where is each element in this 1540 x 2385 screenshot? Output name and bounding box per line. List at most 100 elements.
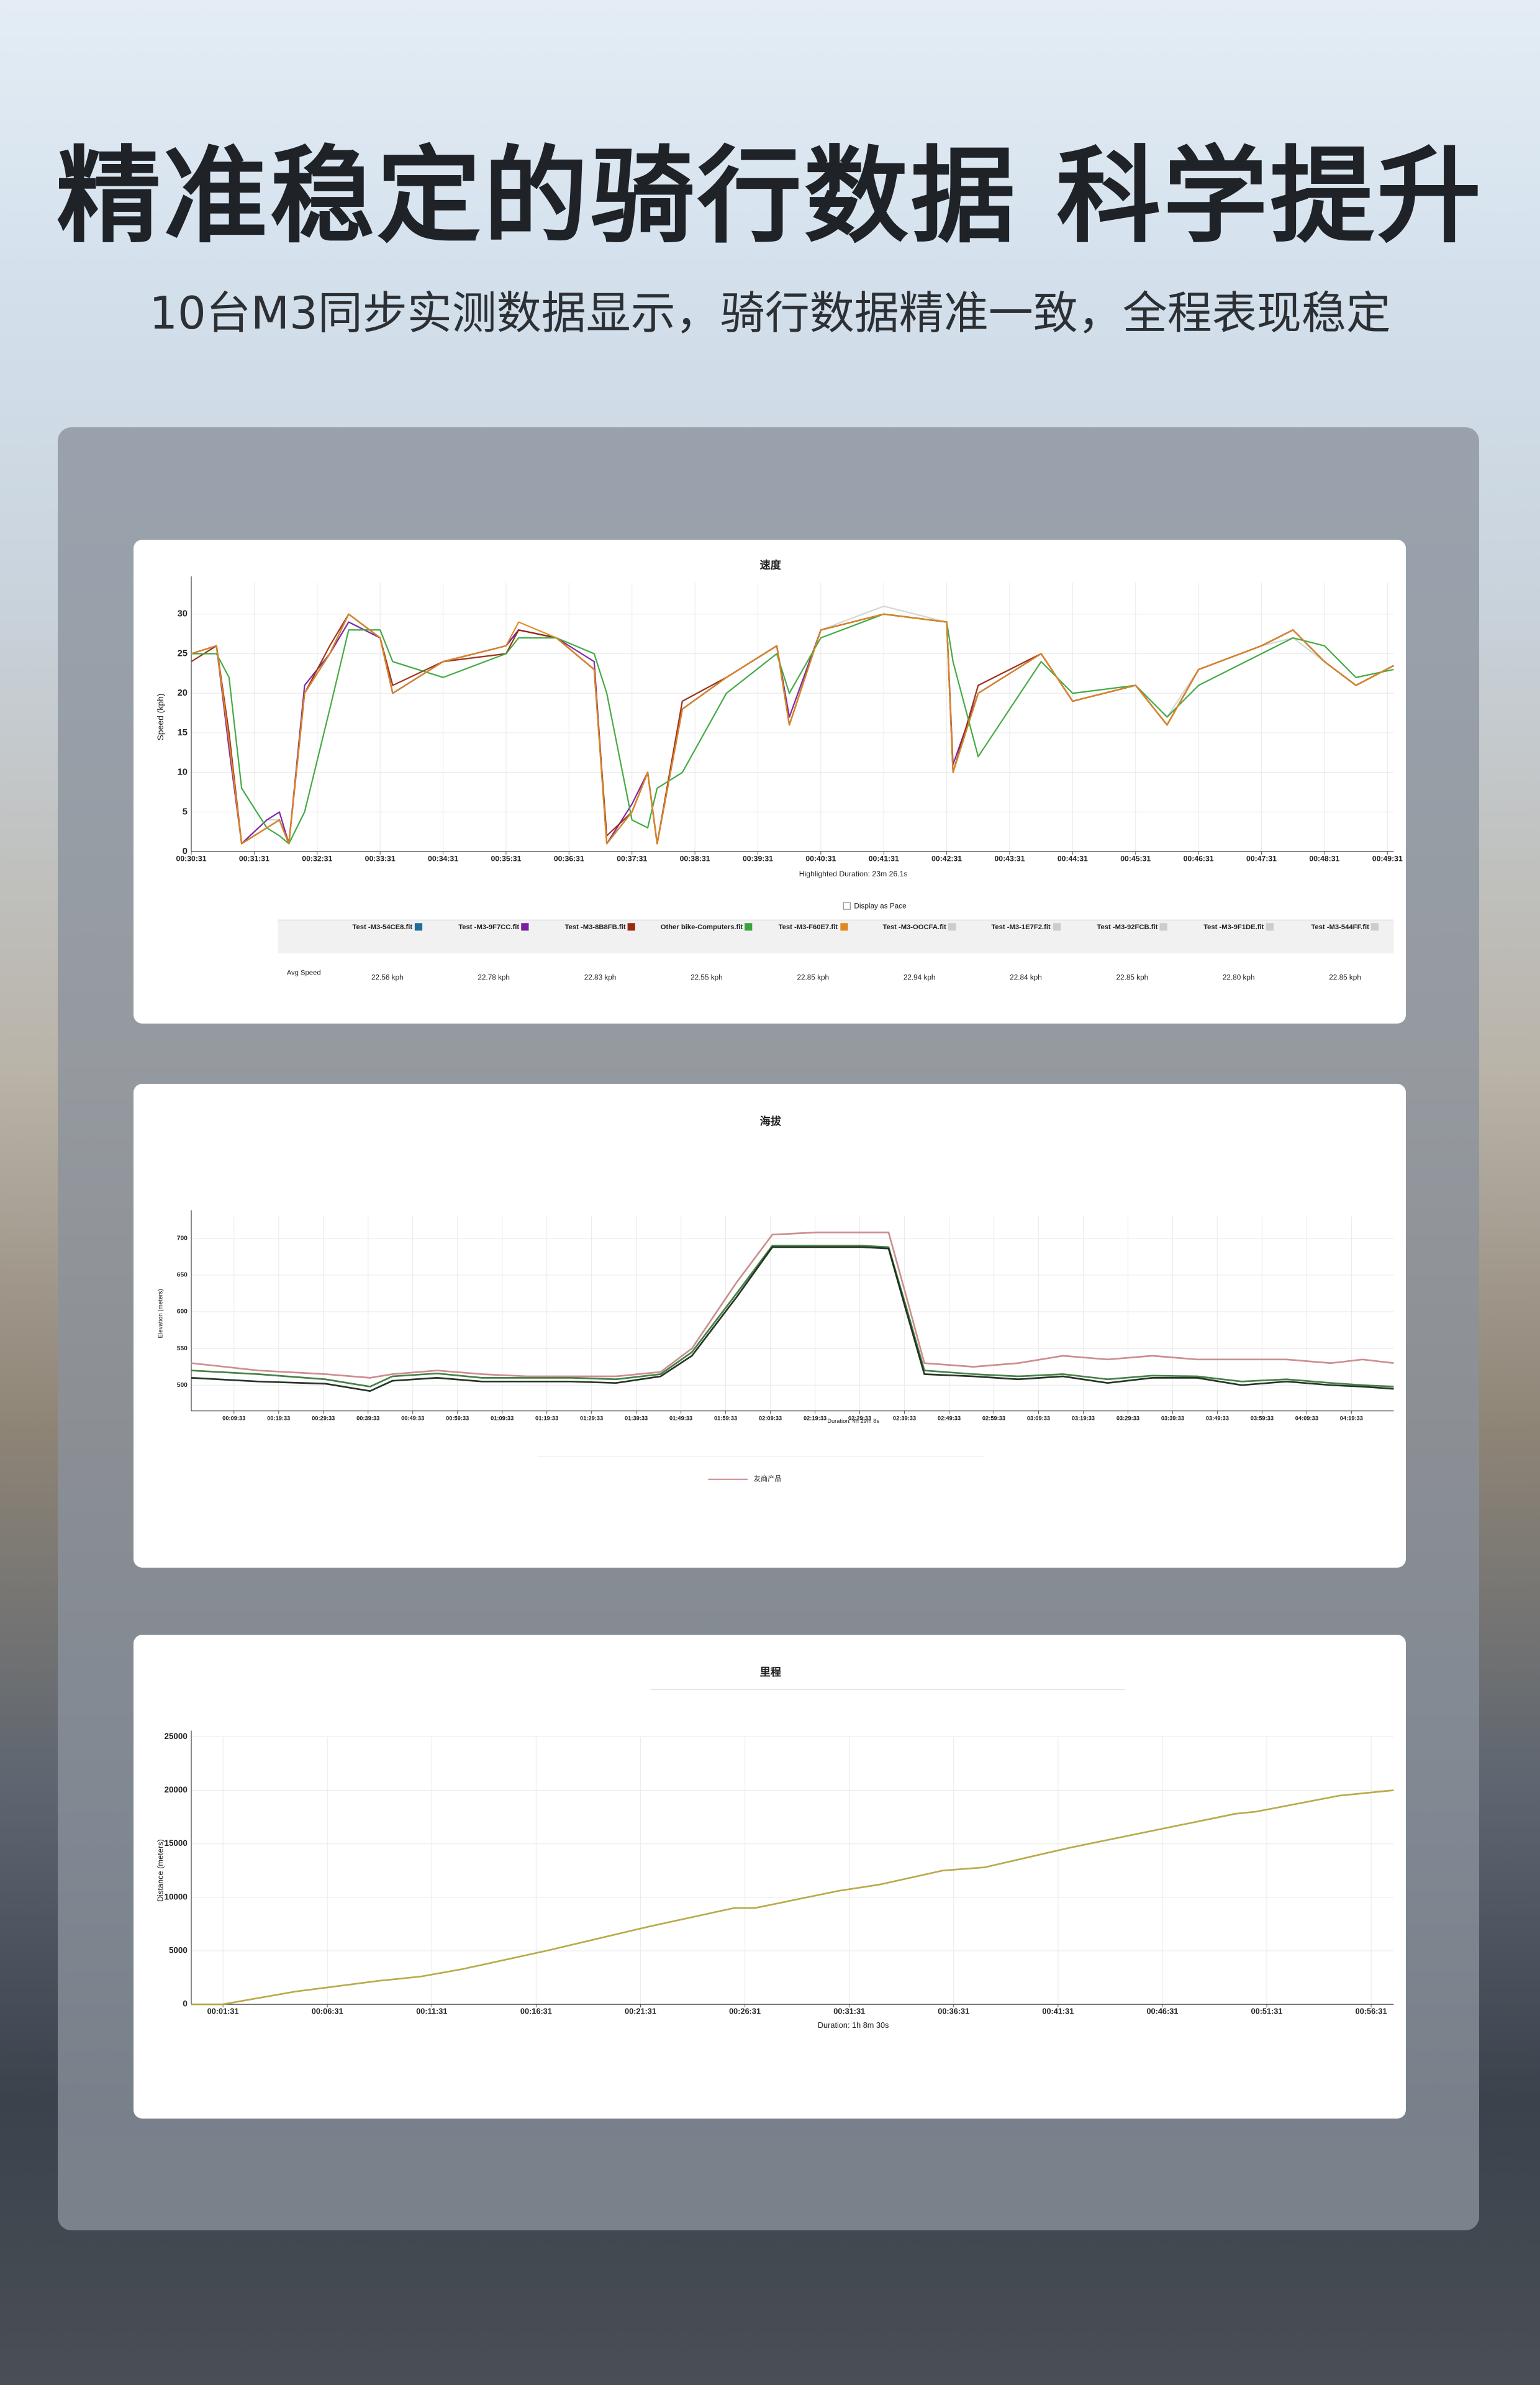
y-axis-label: Elevation (meters) — [158, 1289, 165, 1338]
x-tick-label: 03:59:33 — [1251, 1415, 1274, 1421]
x-tick-label: 00:29:33 — [312, 1415, 335, 1421]
y-tick-label: 0 — [183, 1999, 187, 2009]
legend-name: Other bike-Computers.fit — [660, 923, 743, 931]
x-tick-label: 00:34:31 — [428, 855, 458, 863]
x-tick-label: 00:38:31 — [680, 855, 710, 863]
avg-speed-value: 22.55 kph — [691, 973, 723, 981]
series-line — [191, 613, 1394, 845]
legend-name: Test -M3-1E7F2.fit — [991, 923, 1051, 931]
series-line — [191, 1231, 1394, 1379]
y-axis-label: Distance (meters) — [155, 1839, 165, 1902]
legend-item: Test -M3-OOCFA.fit — [867, 923, 971, 932]
checkbox — [843, 902, 851, 910]
legend-item-box: Test -M3-9F7CC.fit — [442, 923, 545, 932]
x-tick-label: 03:49:33 — [1206, 1415, 1229, 1421]
legend-item-box: Test -M3-F60E7.fit — [761, 923, 864, 932]
annotation: Highlighted Duration: 23m 26.1s — [799, 870, 908, 878]
x-tick-label: 00:56:31 — [1356, 2007, 1387, 2016]
series-line — [191, 613, 1394, 845]
x-tick-label: 02:29:33 — [848, 1415, 871, 1421]
series-line — [191, 613, 1394, 845]
series-line — [191, 1246, 1394, 1392]
x-tick-label: 04:09:33 — [1295, 1415, 1318, 1421]
y-tick-label: 10000 — [164, 1892, 187, 1901]
x-tick-label: 00:06:31 — [312, 2007, 343, 2016]
x-tick-label: 00:31:31 — [833, 2007, 865, 2016]
legend-item: Test -M3-9F7CC.fit — [442, 923, 545, 932]
x-tick-label: 00:46:31 — [1184, 855, 1214, 863]
annotation: Duration: 4h 29m 8s — [827, 1418, 879, 1424]
card: 速度 0 5 10 15 20 25 30 00:30:31 00:31:31 00:32:31 00… — [134, 540, 1406, 1024]
legend-item: Test -M3-F60E7.fit — [761, 923, 864, 932]
series-line — [191, 613, 1394, 845]
legend-row-label-box: Avg Speed — [287, 969, 321, 976]
series-line — [191, 1789, 1394, 2006]
x-tick-label: 02:19:33 — [804, 1415, 827, 1421]
x-tick-label: 03:29:33 — [1116, 1415, 1139, 1421]
x-tick-label: 00:09:33 — [222, 1415, 245, 1421]
legend-item: Other bike-Computers.fit — [655, 923, 758, 932]
avg-speed-value: 22.85 kph — [797, 973, 829, 981]
x-tick-label: 00:42:31 — [931, 855, 962, 863]
y-tick-label: 700 — [177, 1235, 188, 1242]
x-tick-label: 00:51:31 — [1251, 2007, 1283, 2016]
legend-item-box: Test -M3-9F1DE.fit — [1187, 923, 1290, 932]
legend-item: Test -M3-9F1DE.fit — [1187, 923, 1290, 932]
chart: 速度 0 5 10 15 20 25 30 00:30:31 00:31:31 00:32:31 00… — [155, 558, 1403, 981]
legend-swatch — [1159, 923, 1168, 932]
legend-item-box: Test -M3-OOCFA.fit — [867, 923, 971, 932]
legend-item: Test -M3-544FF.fit — [1293, 923, 1397, 932]
x-tick-label: 00:41:31 — [1042, 2007, 1074, 2016]
x-tick-label: 03:39:33 — [1161, 1415, 1184, 1421]
x-tick-label: 00:37:31 — [617, 855, 647, 863]
x-tick-label: 01:09:33 — [491, 1415, 514, 1421]
legend-item: Test -M3-8B8FB.fit — [548, 923, 651, 932]
x-tick-label: 04:19:33 — [1340, 1415, 1363, 1421]
x-tick-label: 02:49:33 — [938, 1415, 961, 1421]
y-axis-label: Speed (kph) — [155, 693, 165, 740]
series-line — [191, 1245, 1394, 1388]
avg-speed-value: 22.85 kph — [1329, 973, 1361, 981]
legend-item: Test -M3-54CE8.fit — [336, 923, 439, 932]
x-tick-label: 00:46:31 — [1146, 2007, 1178, 2016]
x-tick-label: 00:19:33 — [267, 1415, 290, 1421]
y-tick-label: 15 — [178, 728, 188, 738]
legend-swatch — [840, 923, 848, 932]
series-line — [191, 613, 1394, 845]
x-tick-label: 00:31:31 — [239, 855, 270, 863]
x-tick-label: 00:49:33 — [401, 1415, 424, 1421]
avg-speed-value: 22.84 kph — [1010, 973, 1042, 981]
chart: 里程 0 5000 10000 15000 20000 25000 00:01:31 00:06… — [155, 1666, 1394, 2030]
legend-name: Test -M3-92FCB.fit — [1097, 923, 1158, 931]
legend-swatch — [1266, 923, 1274, 932]
x-tick-label: 03:19:33 — [1072, 1415, 1095, 1421]
x-tick-label: 00:39:31 — [743, 855, 773, 863]
avg-speed-value: 22.80 kph — [1223, 973, 1255, 981]
x-tick-label: 01:29:33 — [580, 1415, 603, 1421]
legend-name: Test -M3-9F1DE.fit — [1203, 923, 1264, 931]
legend-label: 友商产品 — [754, 1474, 782, 1483]
x-tick-label: 00:26:31 — [729, 2007, 761, 2016]
x-tick-label: 02:59:33 — [982, 1415, 1005, 1421]
avg-speed-value: 22.56 kph — [371, 973, 404, 981]
x-tick-label: 00:48:31 — [1309, 855, 1339, 863]
y-tick-label: 600 — [177, 1309, 188, 1315]
card: 海拔 500 550 600 650 700 00:09:33 00:19:33 00:29:3… — [134, 1084, 1406, 1568]
y-tick-label: 25000 — [164, 1732, 187, 1741]
y-tick-label: 650 — [177, 1272, 188, 1279]
legend-swatch — [1053, 923, 1061, 932]
y-tick-label: 15000 — [164, 1838, 187, 1848]
series-line — [191, 613, 1394, 845]
card: 里程 0 5000 10000 15000 20000 25000 00:01:31 00:06… — [134, 1635, 1406, 2119]
x-tick-label: 00:11:31 — [416, 2007, 447, 2016]
x-tick-label: 00:44:31 — [1058, 855, 1088, 863]
annotation: Duration: 1h 8m 30s — [818, 2020, 889, 2030]
y-tick-label: 20 — [178, 688, 188, 698]
legend-name: Test -M3-9F7CC.fit — [458, 923, 520, 931]
chart-title: 海拔 — [760, 1115, 782, 1127]
x-tick-label: 00:30:31 — [176, 855, 207, 863]
x-tick-label: 01:19:33 — [535, 1415, 558, 1421]
legend-header-bg — [278, 920, 1394, 954]
avg-speed-value: 22.83 kph — [584, 973, 617, 981]
